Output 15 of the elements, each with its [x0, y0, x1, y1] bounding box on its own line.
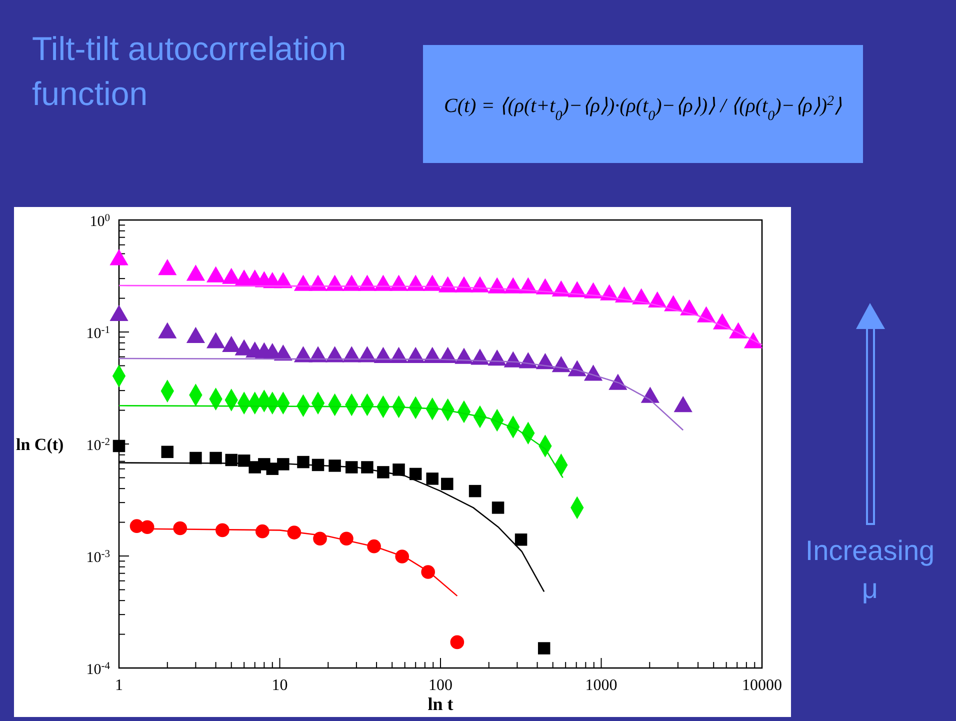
y-tick-label: 10$^{-3}$ [86, 548, 110, 566]
x-axis-title: ln t [428, 694, 454, 714]
x-tick-label: 10 [272, 677, 288, 694]
x-tick-label: 100 [428, 677, 452, 694]
x-tick-label: 10000 [742, 677, 782, 694]
x-tick-label: 1 [115, 677, 123, 694]
y-axis-title: ln C(t) [16, 435, 64, 454]
y-tick-label: 10$^{-4}$ [86, 660, 111, 678]
y-tick-label: 10$^{-2}$ [86, 436, 110, 454]
y-tick-label: 10$^{-1}$ [86, 324, 110, 342]
x-tick-label: 1000 [585, 677, 618, 694]
text: C(t) = ⟨(ρ(t+t$_{0}$)−⟨ρ⟩)·(ρ(t$_{0}$)−⟨ρ⟩)⟩ / ⟨(ρ(t$_{0}$)−⟨ρ⟩)$^{2}$⟩ [444, 94, 842, 124]
text: Increasing μ [805, 535, 935, 604]
chart-title: Tilt-tilt autocorrelation function [32, 30, 346, 112]
y-tick-label: 10$^{0}$ [90, 212, 110, 230]
